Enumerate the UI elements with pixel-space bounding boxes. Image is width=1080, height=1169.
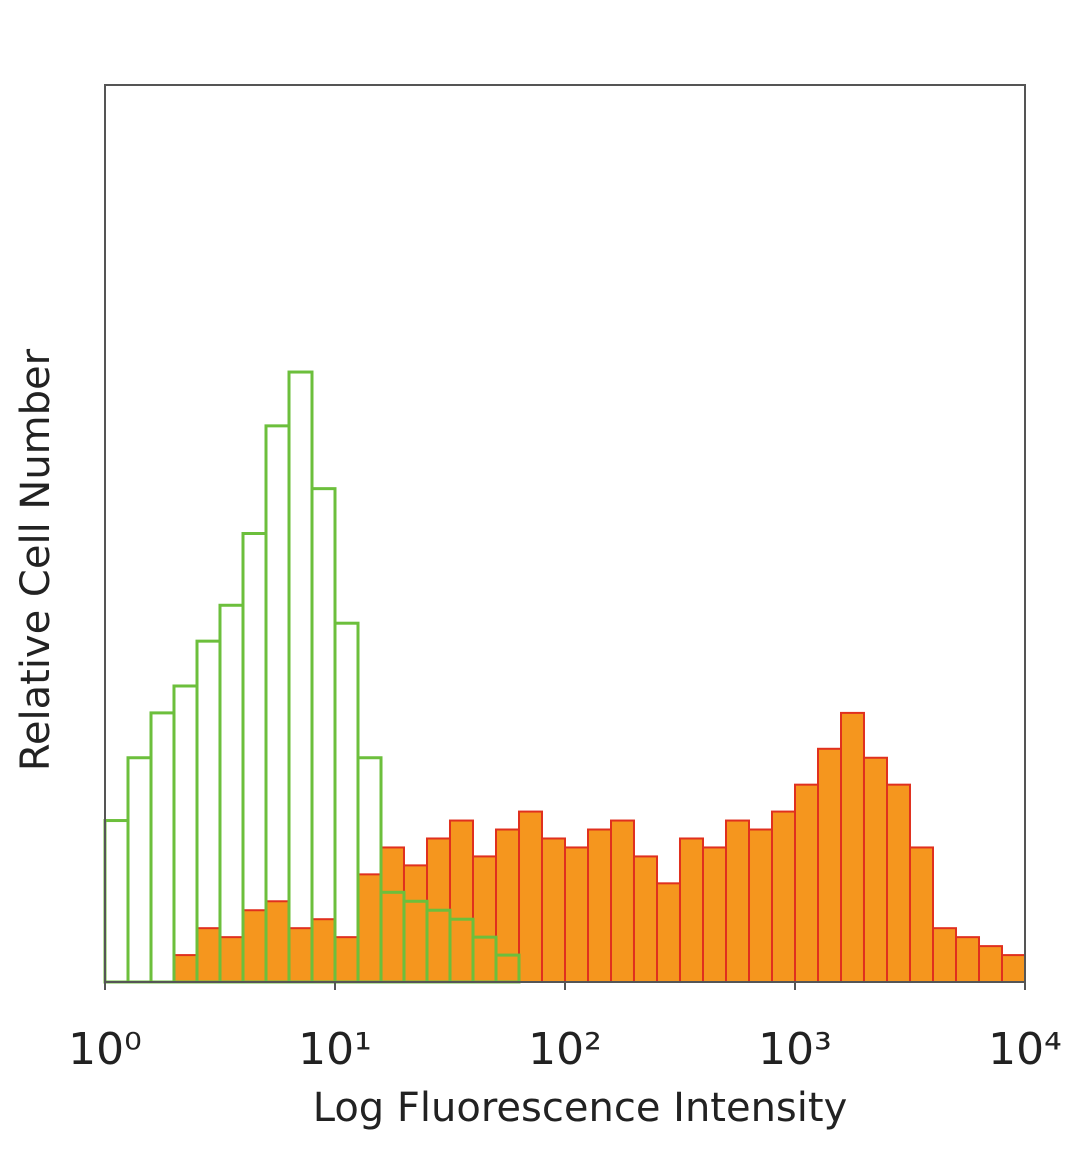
histogram-bar [357, 873, 383, 983]
x-tick-label: 10⁰ [68, 1024, 142, 1075]
histogram-bar [448, 819, 474, 983]
histogram-bar [288, 927, 313, 983]
histogram-bar [310, 918, 337, 984]
histogram-bar [495, 828, 521, 984]
histogram-bar [610, 819, 635, 983]
histogram-bar [817, 747, 843, 984]
histogram-bar [656, 882, 681, 984]
histogram-bar [380, 846, 405, 984]
x-tick-label: 10² [528, 1024, 602, 1075]
histogram-bar [218, 936, 244, 984]
histogram-bar [264, 424, 291, 984]
histogram-bar [518, 810, 543, 983]
histogram-bar [149, 711, 176, 984]
histogram-bar [931, 927, 958, 983]
histogram-bar [886, 783, 911, 983]
histogram-bar [978, 945, 1003, 983]
histogram-bar [632, 855, 659, 983]
histogram-bar [587, 828, 613, 984]
histogram-bar [334, 936, 360, 984]
histogram-bar [172, 954, 199, 984]
histogram-bar [794, 783, 820, 983]
histogram-bar [908, 846, 934, 984]
histogram-bar [725, 819, 751, 983]
y-axis-label: Relative Cell Number [13, 348, 59, 771]
histogram-bar [333, 621, 360, 984]
histogram-bar [564, 846, 590, 984]
histogram-bar [678, 837, 704, 983]
histogram-bar [126, 756, 153, 984]
histogram-bar [265, 900, 291, 984]
histogram-bar [172, 684, 199, 984]
histogram-bar [103, 819, 130, 984]
histogram-bar [701, 846, 728, 984]
histogram-bar [218, 603, 245, 984]
histogram-bar [241, 909, 268, 983]
histogram-bar [770, 810, 797, 983]
histogram-bar [540, 837, 567, 983]
x-tick-label: 10¹ [298, 1024, 372, 1075]
x-tick-label: 10³ [758, 1024, 832, 1075]
x-axis-label: Log Fluorescence Intensity [313, 1085, 848, 1131]
x-tick-label: 10⁴ [988, 1024, 1062, 1075]
histogram-bar [310, 487, 337, 984]
histogram-bar [1000, 954, 1027, 984]
histogram-bar [862, 756, 889, 983]
histogram-bar [196, 927, 221, 983]
histogram-bar [402, 864, 429, 984]
histogram-bar [287, 370, 314, 984]
histogram-bar [471, 855, 498, 983]
histogram-bar [955, 936, 981, 984]
histogram-bar [840, 711, 865, 984]
histogram-bar [748, 828, 773, 984]
